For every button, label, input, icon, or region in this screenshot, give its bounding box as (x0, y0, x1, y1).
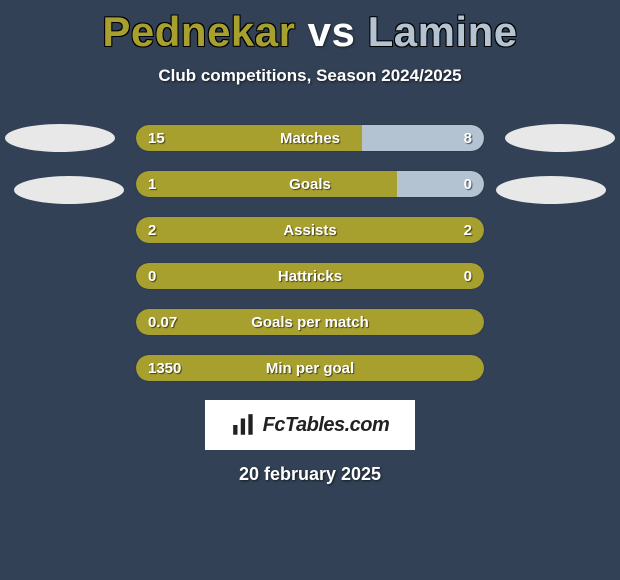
decor-ellipse-icon (496, 176, 606, 204)
date-label: 20 february 2025 (0, 464, 620, 485)
stat-label: Matches (136, 125, 484, 151)
stat-bars: 15Matches81Goals02Assists20Hattricks00.0… (135, 124, 485, 382)
stat-value-right: 8 (464, 125, 472, 151)
logo-text: FcTables.com (263, 414, 390, 437)
vs-text: vs (308, 8, 356, 55)
comparison-title: Pednekar vs Lamine (0, 0, 620, 56)
player1-name: Pednekar (102, 8, 295, 55)
stat-value-right: 0 (464, 171, 472, 197)
stat-value-right: 0 (464, 263, 472, 289)
player2-name: Lamine (368, 8, 518, 55)
decor-ellipse-icon (505, 124, 615, 152)
stat-label: Goals per match (136, 309, 484, 335)
stat-row: 2Assists2 (135, 216, 485, 244)
stat-row: 1Goals0 (135, 170, 485, 198)
stat-row: 1350Min per goal (135, 354, 485, 382)
stat-row: 0.07Goals per match (135, 308, 485, 336)
subtitle: Club competitions, Season 2024/2025 (0, 66, 620, 86)
fctables-logo: FcTables.com (205, 400, 415, 450)
stat-label: Min per goal (136, 355, 484, 381)
decor-ellipse-icon (14, 176, 124, 204)
stat-label: Assists (136, 217, 484, 243)
chart-area: 15Matches81Goals02Assists20Hattricks00.0… (0, 124, 620, 382)
stat-label: Hattricks (136, 263, 484, 289)
stat-label: Goals (136, 171, 484, 197)
stat-row: 15Matches8 (135, 124, 485, 152)
stat-row: 0Hattricks0 (135, 262, 485, 290)
decor-ellipse-icon (5, 124, 115, 152)
chart-bars-icon (231, 412, 257, 438)
stat-value-right: 2 (464, 217, 472, 243)
